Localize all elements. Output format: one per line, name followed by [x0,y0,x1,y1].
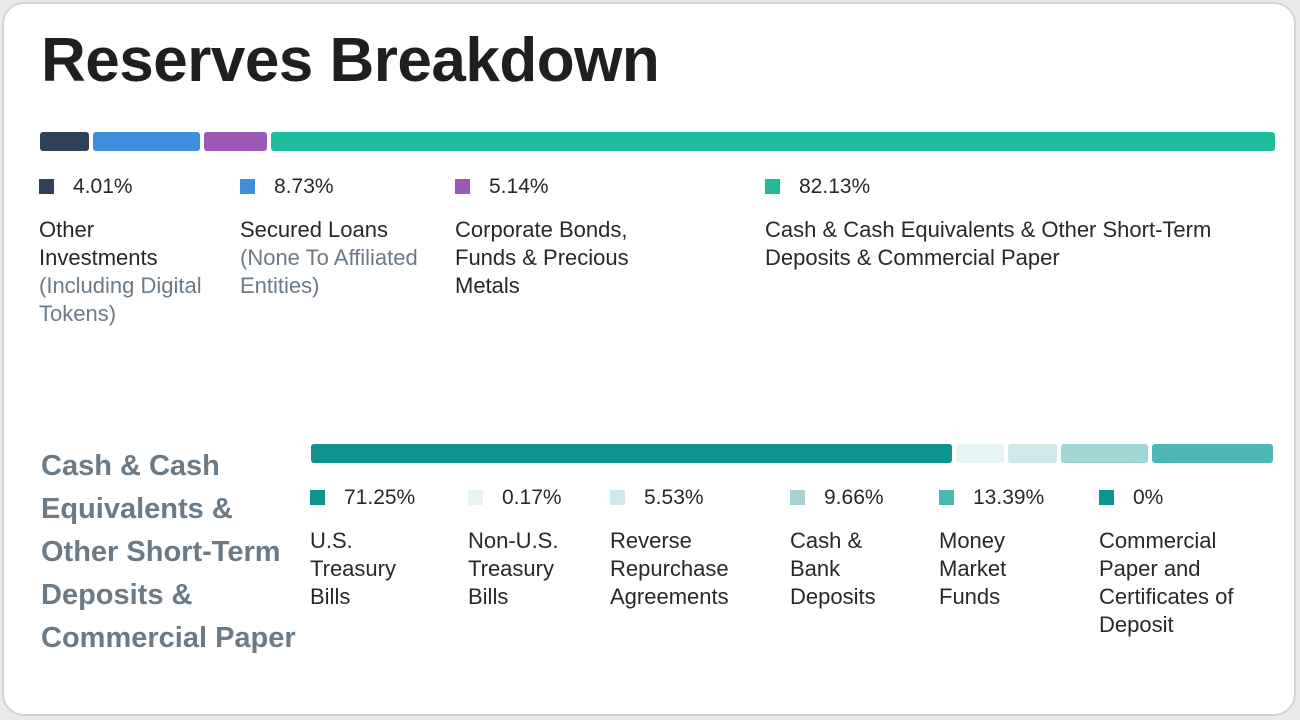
bar-segment-cash-bank-deposits [1061,444,1149,463]
section-title-cash-breakdown: Cash & Cash Equivalents & Other Short-Te… [41,450,296,654]
legend-percent: 13.39% [973,486,1045,509]
bar-segment-secured-loans [93,132,200,151]
legend-percent: 0% [1133,486,1164,509]
legend-swatch [939,490,954,505]
legend-percent: 4.01% [73,175,133,198]
legend-label: Commercial Paper and Certificates of Dep… [1099,528,1234,637]
bar-segment-cash-equivalents [270,132,1275,151]
reserves-stacked-bar [40,132,1275,151]
bar-segment-us-treasury-bills [311,444,953,463]
bar-segment-corporate-bonds [203,132,267,151]
legend-percent: 71.25% [344,486,416,509]
legend-swatch [39,179,54,194]
legend-percent: 82.13% [799,175,871,198]
cash-breakdown-stacked-bar [311,444,1273,463]
legend-label: Non-U.S. Treasury Bills [468,528,559,609]
legend-percent: 0.17% [502,486,562,509]
legend-percent: 8.73% [274,175,334,198]
bar-segment-other-investments [40,132,90,151]
legend-label: U.S. Treasury Bills [310,528,396,609]
legend-swatch [240,179,255,194]
legend-swatch [455,179,470,194]
bar-segment-money-market-funds [1152,444,1273,463]
legend-label: Cash & Cash Equivalents & Other Short-Te… [765,217,1212,270]
bar-segment-reverse-repo [1007,444,1058,463]
legend-percent: 5.14% [489,175,549,198]
legend-label: Money Market Funds [939,528,1007,609]
legend-swatch [310,490,325,505]
legend-label: Other Investments (Including Digital Tok… [39,217,202,326]
legend-swatch [468,490,483,505]
legend-label: Reverse Repurchase Agreements [610,528,729,609]
legend-label: Corporate Bonds, Funds & Precious Metals [455,217,629,298]
legend-swatch [765,179,780,194]
legend-swatch [1099,490,1114,505]
page-title: Reserves Breakdown [41,26,660,95]
legend-swatch [610,490,625,505]
legend-label: Secured Loans (None To Affiliated Entiti… [240,217,418,298]
legend-label: Cash & Bank Deposits [790,528,876,609]
legend-swatch [790,490,805,505]
legend-percent: 9.66% [824,486,884,509]
legend-percent: 5.53% [644,486,704,509]
bar-segment-non-us-treasury-bills [956,444,1004,463]
